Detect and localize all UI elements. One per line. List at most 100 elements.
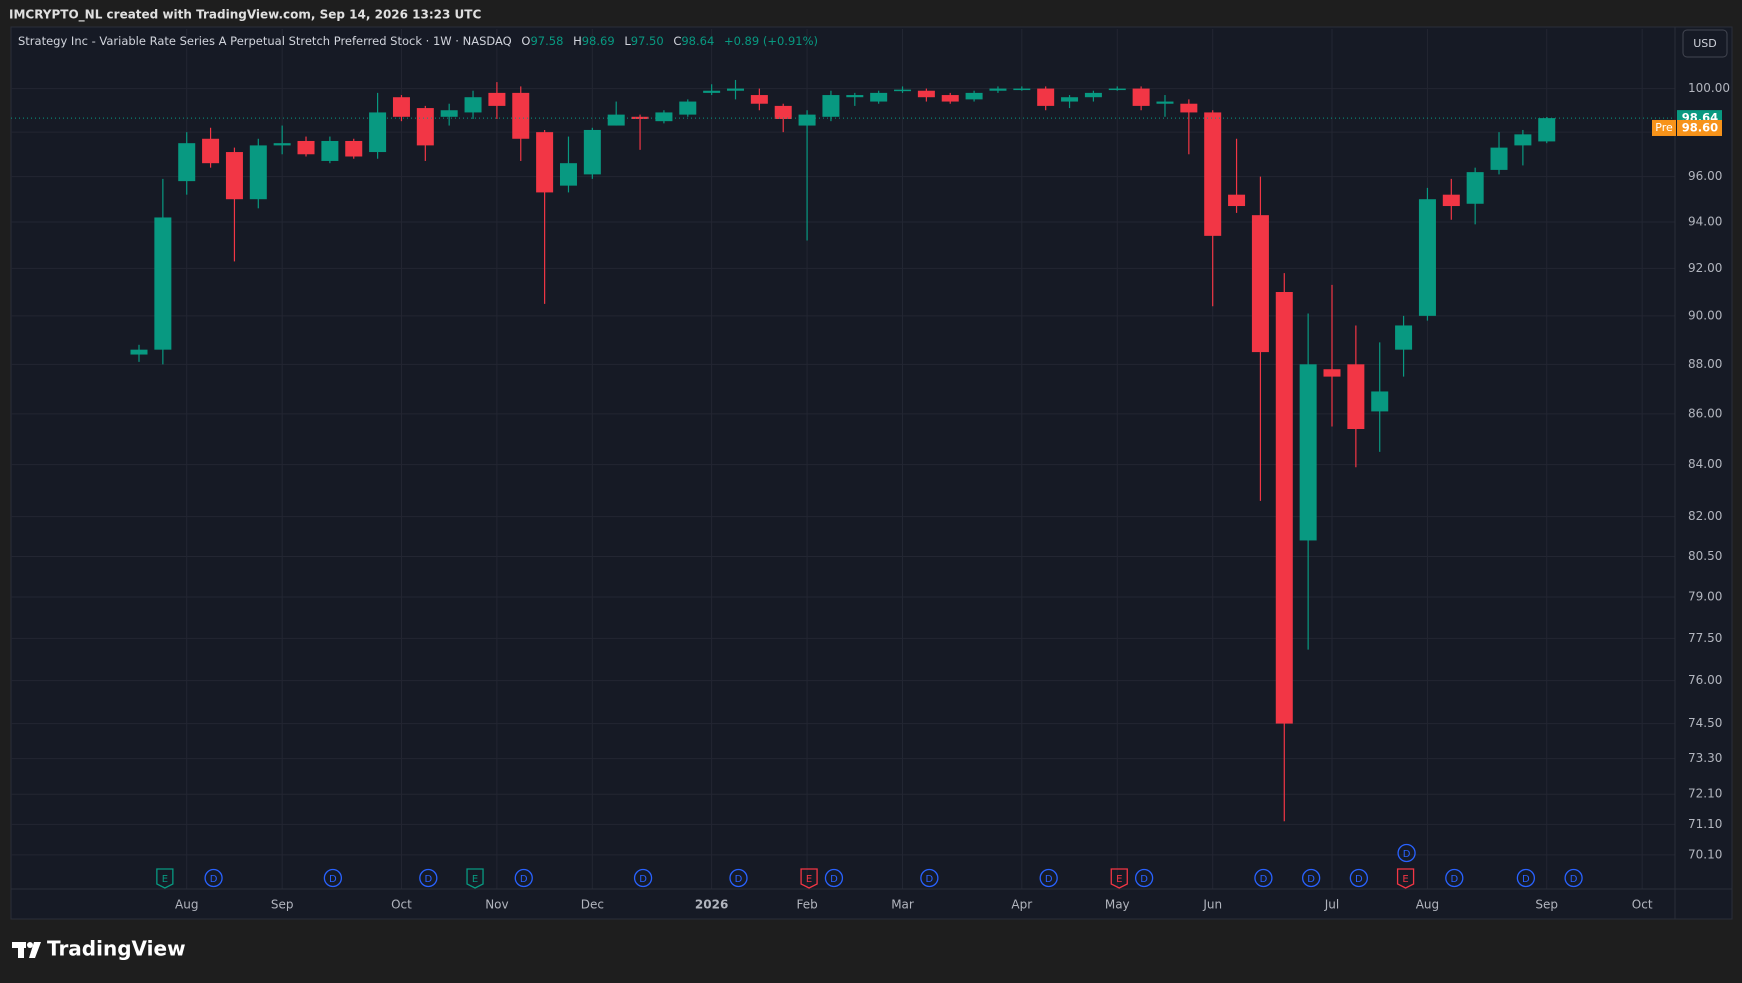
ohlc-value: 97.50 xyxy=(631,34,664,48)
candle-body xyxy=(1156,101,1174,104)
candle-body xyxy=(178,143,196,182)
candle-body xyxy=(249,145,267,200)
chart-pane xyxy=(10,26,1733,920)
y-tick-label: 82.00 xyxy=(1688,509,1722,523)
event-label: D xyxy=(520,874,528,885)
event-label: D xyxy=(1140,874,1148,885)
dividend-marker xyxy=(1564,868,1583,888)
credit: IMCRYPTO_NL created with TradingView.com… xyxy=(9,8,481,23)
dividend-marker xyxy=(1349,868,1369,888)
candle-body xyxy=(345,140,363,157)
candle-body xyxy=(894,89,912,92)
candle-body xyxy=(416,108,434,146)
candle-body xyxy=(559,163,577,186)
x-tick-label: Oct xyxy=(391,898,412,912)
premarket-label: 98.60 xyxy=(1682,120,1718,134)
event-label: D xyxy=(424,874,432,885)
event-label: D xyxy=(735,874,743,885)
candle-body xyxy=(1132,88,1150,106)
y-tick-label: 70.10 xyxy=(1688,847,1722,861)
ohlc-key: L xyxy=(624,34,631,48)
premarket-key: Pre xyxy=(1655,121,1673,134)
dividend-marker xyxy=(824,868,844,888)
candle-body xyxy=(225,152,243,200)
dividend-marker xyxy=(1445,868,1464,888)
x-tick-label: Sep xyxy=(271,898,294,912)
event-label: D xyxy=(210,874,218,885)
y-tick-label: 94.00 xyxy=(1688,215,1722,229)
candle-body xyxy=(870,92,888,102)
brand: TradingView xyxy=(47,937,186,961)
candle-body xyxy=(154,217,172,350)
candle-body xyxy=(440,110,458,117)
y-tick-label: 77.50 xyxy=(1688,631,1722,645)
event-label: D xyxy=(1355,874,1363,885)
premarket-tag xyxy=(1677,119,1722,136)
dividend-marker xyxy=(323,868,343,888)
dividend-marker xyxy=(1039,868,1058,888)
dividend-marker xyxy=(514,868,533,888)
earnings-marker xyxy=(156,868,174,889)
ohlc-value: 98.69 xyxy=(582,34,615,48)
event-label: D xyxy=(1570,874,1578,885)
candle-body xyxy=(1347,364,1365,430)
x-tick-label: Sep xyxy=(1535,898,1558,912)
candle-body xyxy=(297,140,315,155)
candle-body xyxy=(1061,97,1079,102)
dividend-marker xyxy=(1397,843,1416,863)
candle-body xyxy=(1514,134,1532,146)
event-label: D xyxy=(830,874,838,885)
candle-body xyxy=(1180,103,1198,113)
x-tick-label: Nov xyxy=(485,898,508,912)
currency-button[interactable] xyxy=(1682,29,1728,58)
dividend-marker xyxy=(419,868,438,888)
x-tick-label: Jun xyxy=(1202,898,1222,912)
candle-body xyxy=(1442,194,1460,207)
y-tick-label: 96.00 xyxy=(1688,169,1722,183)
event-label: D xyxy=(1522,874,1530,885)
candle-body xyxy=(369,112,387,153)
candle-body xyxy=(1371,391,1389,412)
candle-body xyxy=(1037,88,1055,106)
candle-body xyxy=(536,132,554,193)
candle-body xyxy=(1275,292,1293,724)
earnings-marker xyxy=(1110,868,1128,889)
y-tick-label: 80.50 xyxy=(1688,549,1722,563)
candle-body xyxy=(965,92,983,100)
candle-body xyxy=(512,92,530,139)
event-label: E xyxy=(806,874,812,885)
y-tick-label: 72.10 xyxy=(1688,787,1722,801)
y-tick-label: 73.30 xyxy=(1688,751,1722,765)
y-tick-label: 79.00 xyxy=(1688,590,1722,604)
candle-body xyxy=(488,92,506,106)
y-tick-label: 71.10 xyxy=(1688,817,1722,831)
event-label: E xyxy=(1116,874,1122,885)
dividend-marker xyxy=(920,868,939,888)
candle-body xyxy=(679,101,697,115)
event-label: E xyxy=(472,874,478,885)
x-tick-label: 2026 xyxy=(695,898,728,912)
y-tick-label: 92.00 xyxy=(1688,261,1722,275)
x-tick-label: May xyxy=(1105,898,1130,912)
currency-label[interactable]: USD xyxy=(1693,37,1717,50)
x-tick-label: Oct xyxy=(1632,898,1653,912)
candle-body xyxy=(1299,364,1317,541)
y-tick-label: 100.00 xyxy=(1688,81,1730,95)
candle-body xyxy=(392,97,410,117)
candle-body xyxy=(989,88,1007,91)
event-label: D xyxy=(329,874,337,885)
event-label: D xyxy=(1045,874,1053,885)
candle-body xyxy=(273,143,291,146)
event-label: E xyxy=(1402,874,1408,885)
candle-body xyxy=(1538,118,1556,142)
candle-body xyxy=(130,349,148,355)
candle-body xyxy=(1323,369,1341,377)
event-label: D xyxy=(1260,874,1268,885)
dividend-marker xyxy=(1134,868,1154,888)
ohlc-key: H xyxy=(573,34,582,48)
candle-body xyxy=(631,116,649,119)
x-tick-label: Mar xyxy=(891,898,914,912)
change: +0.89 (+0.91%) xyxy=(724,34,818,48)
premarket-badge xyxy=(1652,119,1676,136)
